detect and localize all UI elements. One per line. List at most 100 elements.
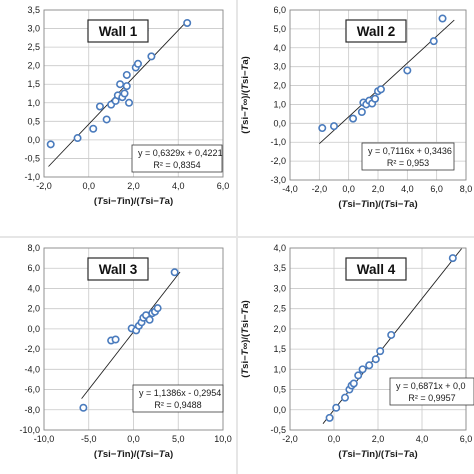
panel-wall-2: -4,0 -2,0 0,0 2,0 4,0 6,0 8,0 -3,0 -2,0 -1,0 0,0 1,…: [238, 0, 474, 236]
data-point: [403, 66, 412, 75]
panel-title-box: [345, 19, 407, 43]
y-tick-label: 8,0: [27, 243, 40, 253]
y-tick-label: 0,0: [273, 405, 286, 415]
x-tick-label: 4,0: [416, 434, 429, 444]
plot-content: [46, 18, 192, 167]
y-tick-label: -6,0: [24, 385, 40, 395]
data-point: [371, 355, 380, 364]
y-tick-label: 4,0: [27, 283, 40, 293]
data-point: [153, 304, 162, 313]
r-squared: R² = 0,8354: [153, 160, 200, 170]
x-axis-title: (Tsi−Tin)/(Tsi−Ta): [338, 449, 417, 460]
plot-content: [79, 268, 181, 412]
y-tick-label: 2,0: [273, 81, 286, 91]
y-tick-label: 1,0: [273, 99, 286, 109]
y-tick-label: -1,0: [24, 172, 40, 182]
trend-equation: y = 0,6871x + 0,0: [396, 381, 466, 391]
y-tick-label: -2,0: [270, 156, 286, 166]
x-tick-label: 2,0: [372, 434, 385, 444]
data-point: [365, 361, 374, 370]
data-point: [145, 315, 154, 324]
x-tick-label: 2,0: [372, 184, 385, 194]
y-tick-label: 4,0: [273, 243, 286, 253]
panel-wall-1: -2,0 0,0 2,0 4,0 6,0 -1,0 -0,5 0,0 0,5 1,0 1,5 2,0 2…: [0, 0, 236, 236]
data-point: [102, 115, 111, 124]
y-tick-label: 3,5: [27, 5, 40, 15]
plot-frame: [43, 9, 224, 178]
data-point: [122, 82, 131, 91]
plot-content: [318, 14, 455, 145]
y-tick-label: 0,0: [273, 118, 286, 128]
y-tick-label: -2,0: [24, 344, 40, 354]
data-point: [354, 371, 363, 380]
y-tick-label: 1,0: [27, 98, 40, 108]
y-tick-label: -1,0: [270, 137, 286, 147]
data-point: [125, 98, 134, 107]
y-tick-label: 0,0: [27, 324, 40, 334]
y-tick-label: 3,0: [273, 283, 286, 293]
data-point: [120, 89, 129, 98]
y-tick-label: 1,5: [273, 344, 286, 354]
panel-title: Wall 4: [357, 262, 396, 277]
equation-box: [389, 377, 474, 406]
y-tick-label: -0,5: [270, 425, 286, 435]
y-tick-label: 3,5: [273, 263, 286, 273]
panel-title-box: [87, 257, 149, 281]
x-tick-label: -5,0: [81, 434, 97, 444]
y-tick-label: 2,0: [273, 324, 286, 334]
x-tick-label: 6,0: [460, 434, 473, 444]
y-tick-label: 2,0: [27, 61, 40, 71]
y-tick-label: 0,0: [27, 135, 40, 145]
y-tick-label: -3,0: [270, 175, 286, 185]
data-point: [147, 52, 156, 61]
y-tick-label: 2,0: [27, 304, 40, 314]
data-point: [448, 254, 457, 263]
y-tick-label: 0,5: [273, 385, 286, 395]
data-point: [183, 18, 192, 27]
data-point: [357, 108, 366, 117]
plot-frame: [43, 247, 224, 431]
panel-wall-4: -2,0 0,0 2,0 4,0 6,0 -0,5 0,0 0,5 1,0 1,5 2,0 2,5 3,…: [238, 238, 474, 474]
y-tick-label: 5,0: [273, 24, 286, 34]
trend-equation: y = 1,1386x - 0,2954: [139, 388, 221, 398]
data-point: [170, 268, 179, 277]
x-tick-label: -4,0: [282, 184, 298, 194]
data-point: [89, 124, 98, 133]
equation-box: [132, 384, 224, 413]
plot-frame: [289, 247, 467, 431]
panel-title-box: [345, 257, 407, 281]
x-tick-label: 0,0: [127, 434, 140, 444]
data-point: [340, 393, 349, 402]
data-point: [376, 347, 385, 356]
data-point: [79, 403, 88, 412]
y-tick-label: -8,0: [24, 405, 40, 415]
data-point: [332, 403, 341, 412]
data-point: [438, 14, 447, 23]
data-point: [329, 122, 338, 131]
y-tick-label: -0,5: [24, 153, 40, 163]
y-tick-label: 2,5: [273, 304, 286, 314]
r-squared: R² = 0,953: [387, 158, 429, 168]
x-tick-label: 6,0: [430, 184, 443, 194]
y-axis-title: (Tsi−T∞)/(Tsi−Ta): [240, 300, 251, 378]
data-point: [349, 114, 358, 123]
x-axis-title: (Tsi−Tin)/(Tsi−Ta): [94, 196, 173, 207]
panel-wall-3: -10,0 -5,0 0,0 5,0 10,0 -10,0 -8,0 -6,0 -4,0 -2,0…: [0, 238, 236, 474]
y-tick-label: 0,5: [27, 116, 40, 126]
panel-title-box: [87, 19, 149, 43]
y-tick-label: -4,0: [24, 364, 40, 374]
y-tick-label: 6,0: [273, 5, 286, 15]
x-tick-label: 4,0: [172, 181, 185, 191]
trend-equation: y = 0,6329x + 0,4221: [138, 148, 223, 158]
x-tick-label: 5,0: [172, 434, 185, 444]
plot-frame: [289, 9, 467, 181]
r-squared: R² = 0,9488: [154, 400, 201, 410]
equation-box: [361, 142, 455, 171]
data-point: [73, 134, 82, 143]
data-point: [122, 70, 131, 79]
plot-content: [322, 248, 462, 424]
y-tick-label: 3,0: [27, 24, 40, 34]
y-tick-label: 1,5: [27, 79, 40, 89]
x-tick-label: 8,0: [460, 184, 473, 194]
